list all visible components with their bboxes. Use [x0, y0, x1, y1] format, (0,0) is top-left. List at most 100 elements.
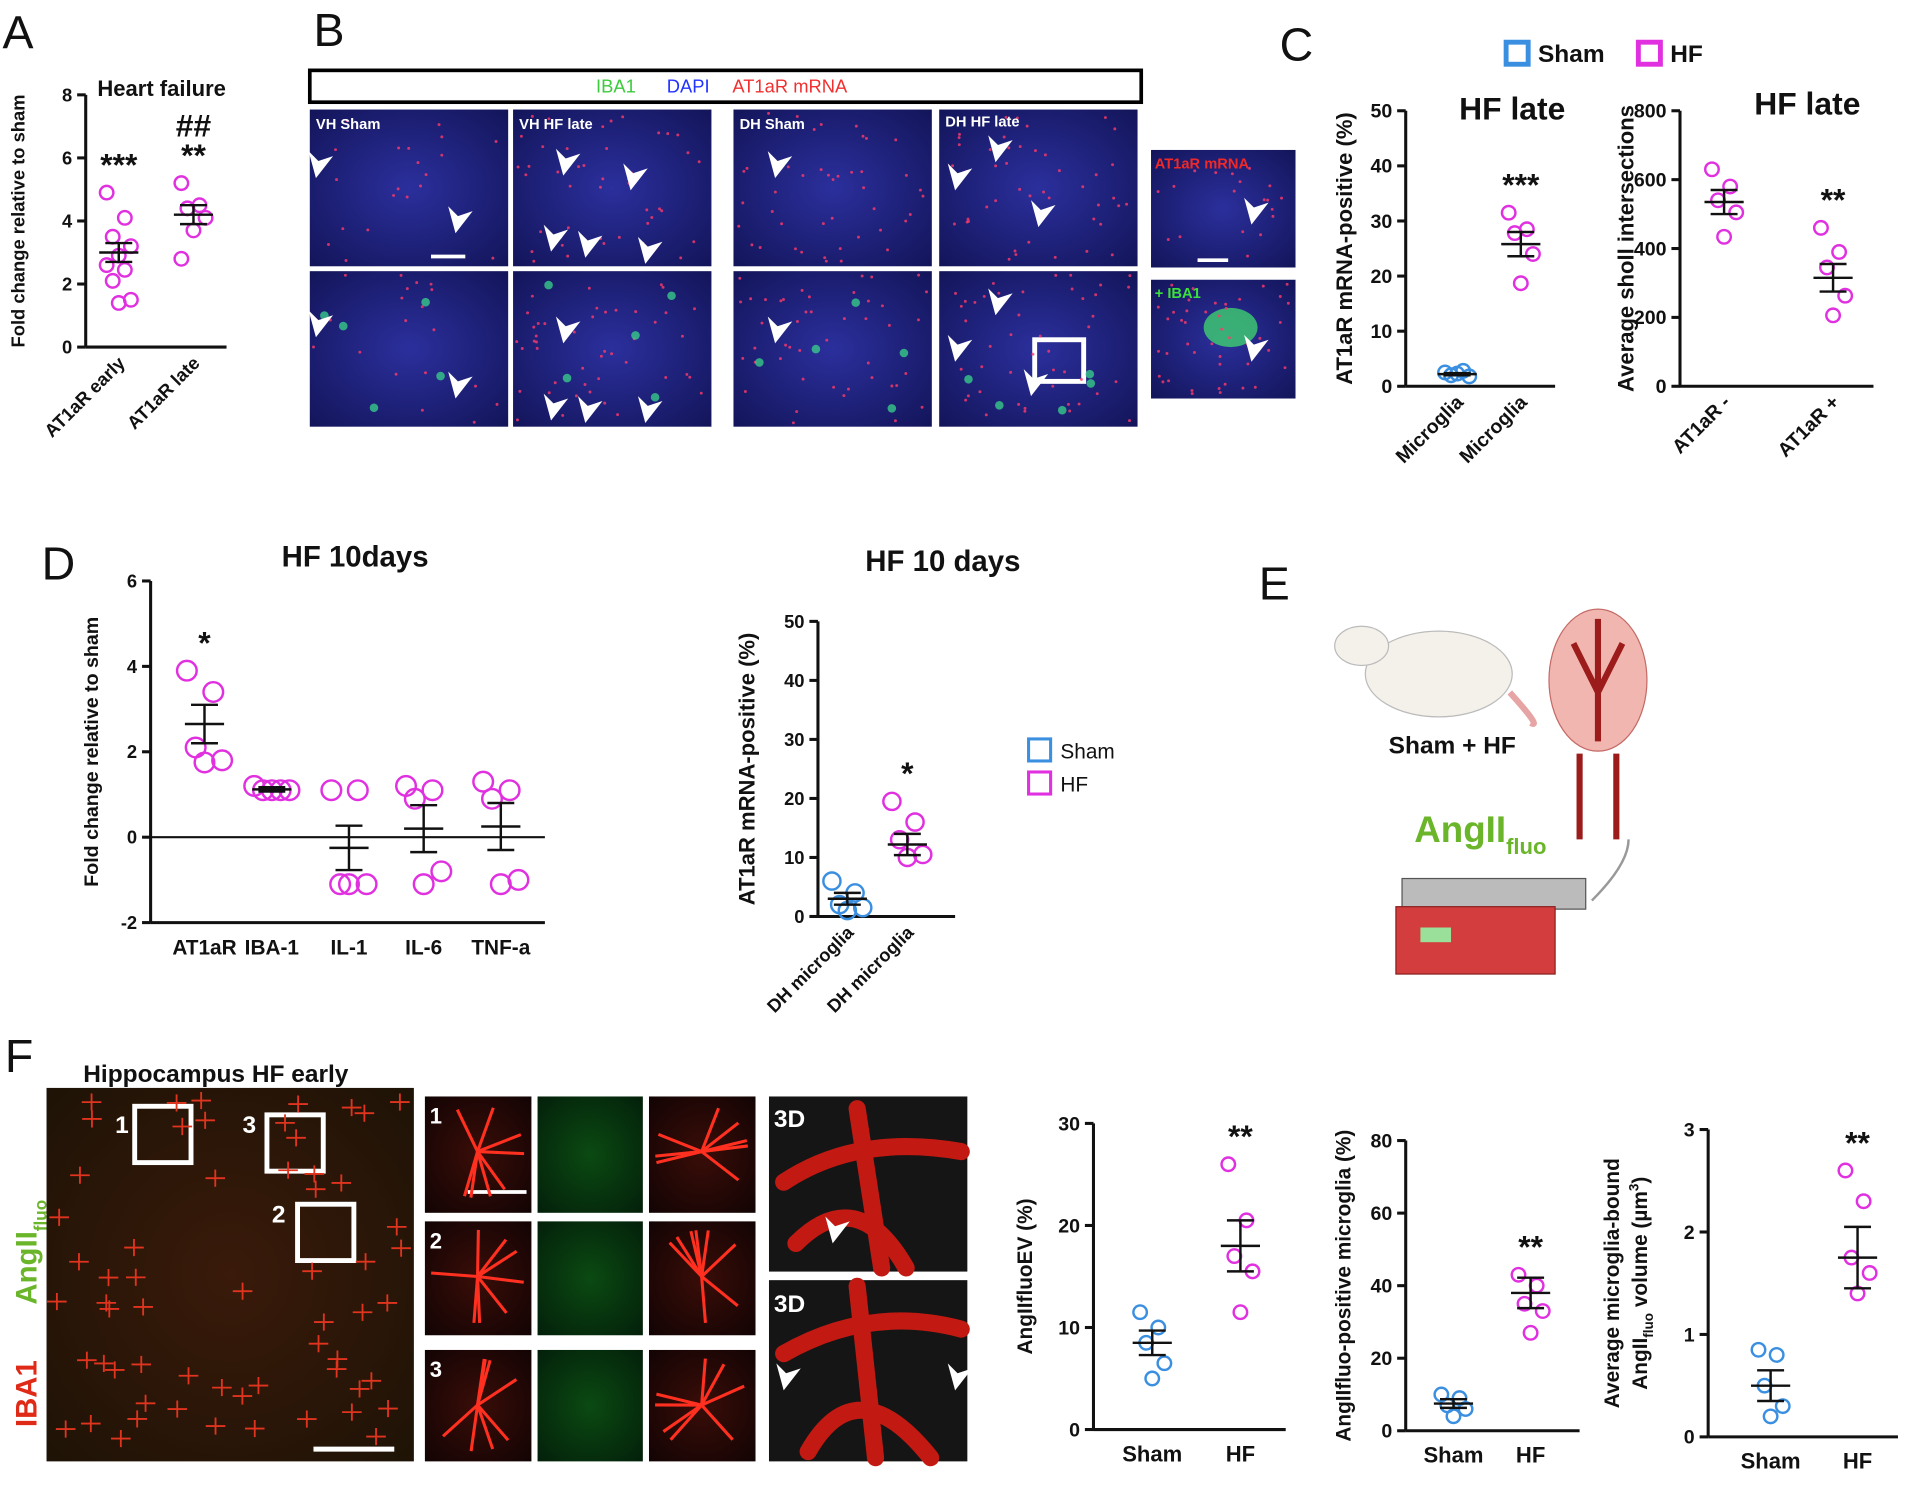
speckle	[539, 230, 543, 234]
speckle	[1015, 116, 1019, 120]
micrograph	[309, 109, 509, 267]
speckle	[566, 254, 570, 258]
speckle	[396, 187, 400, 191]
speckle	[604, 310, 608, 314]
y-tick-label: 3	[1684, 1119, 1695, 1141]
speckle	[659, 283, 663, 287]
speckle	[780, 222, 784, 226]
stain-label: AngIIfluo	[11, 1200, 51, 1305]
speckle	[741, 356, 745, 360]
process	[700, 1121, 740, 1153]
speckle	[543, 322, 547, 326]
speckle	[994, 199, 998, 203]
speckle	[1258, 336, 1262, 340]
speckle	[1278, 295, 1282, 298]
legend-label: HF	[1670, 41, 1703, 68]
arrowhead	[308, 151, 334, 179]
speckle	[494, 140, 498, 143]
process	[675, 1236, 703, 1278]
speckle	[991, 281, 995, 285]
speckle	[1278, 320, 1282, 324]
microglia	[55, 1420, 76, 1438]
speckle	[1167, 379, 1171, 383]
cell	[811, 344, 821, 354]
speckle	[1099, 222, 1103, 226]
microglia	[378, 1399, 398, 1418]
channel-box	[307, 68, 1144, 105]
arrowhead	[767, 151, 793, 179]
y-axis-label: AngIIfluo-positive microglia (%)	[1333, 1130, 1356, 1442]
speckle	[634, 310, 638, 314]
tracer-name: AngII	[11, 1231, 44, 1304]
speckle	[343, 273, 347, 277]
speckle	[1111, 163, 1115, 167]
process	[700, 1150, 740, 1182]
x-tick-label: HF	[1516, 1443, 1545, 1468]
speckle	[697, 160, 701, 164]
process	[700, 1363, 726, 1406]
speckle	[530, 114, 534, 118]
speckle	[794, 247, 797, 251]
process	[662, 1403, 703, 1433]
significance: **	[1821, 182, 1846, 218]
speckle	[1285, 282, 1289, 286]
speckle	[749, 297, 753, 301]
microglia	[172, 1117, 193, 1136]
speckle	[994, 164, 998, 168]
process	[476, 1107, 495, 1153]
speckle	[830, 216, 834, 220]
speckle	[823, 256, 827, 260]
speckle	[893, 419, 897, 423]
data-point	[184, 736, 207, 759]
inset-label: + IBA1	[1155, 286, 1201, 302]
speckle	[1248, 166, 1251, 170]
panel-letter: C	[1280, 19, 1314, 71]
speckle	[836, 174, 840, 178]
speckle	[1223, 382, 1227, 386]
cell	[650, 392, 660, 402]
speckle	[1213, 301, 1217, 305]
arrowhead	[577, 230, 603, 258]
x-tick-label: TNF-a	[471, 936, 530, 959]
y-axis-label: Average sholl intersections	[1613, 105, 1638, 392]
microglia	[191, 1092, 211, 1110]
speckle	[1114, 380, 1118, 384]
speckle	[824, 259, 828, 263]
speckle	[1017, 402, 1021, 406]
y-tick-label: 0	[1684, 1427, 1695, 1449]
microglia	[127, 1410, 147, 1428]
arrowhead	[577, 396, 603, 424]
y-tick-label: 2	[127, 741, 137, 762]
microglia	[99, 1300, 120, 1318]
speckle	[1018, 145, 1022, 149]
y-tick-label: 6	[62, 147, 72, 168]
speckle	[1099, 283, 1103, 287]
box-number: 2	[272, 1202, 286, 1229]
speckle	[795, 319, 799, 323]
data-point	[421, 779, 444, 802]
microglia	[278, 1161, 298, 1179]
x-tick-label: Microglia	[1455, 391, 1532, 468]
speckle	[621, 115, 625, 119]
speckle	[1283, 366, 1287, 370]
y-axis-label: Fold change relative to sham	[7, 94, 28, 347]
data-point	[346, 779, 369, 802]
speckle	[791, 421, 795, 425]
microglia	[391, 1239, 411, 1257]
speckle	[420, 408, 424, 412]
speckle	[603, 349, 607, 353]
y-axis-label: Average microglia-bound	[1601, 1158, 1624, 1408]
box-number: 3	[242, 1112, 256, 1139]
syringe	[1401, 877, 1587, 910]
speckle	[978, 390, 982, 394]
speckle	[963, 299, 967, 303]
label-part: 3	[1626, 1183, 1641, 1191]
speckle	[966, 217, 970, 221]
data-point	[1722, 178, 1739, 195]
speckle	[407, 146, 411, 150]
speckle	[617, 235, 621, 239]
arrowhead	[1023, 369, 1049, 397]
arrowhead	[947, 163, 973, 191]
speckle	[886, 248, 890, 252]
image-label: VH Sham	[316, 117, 380, 133]
